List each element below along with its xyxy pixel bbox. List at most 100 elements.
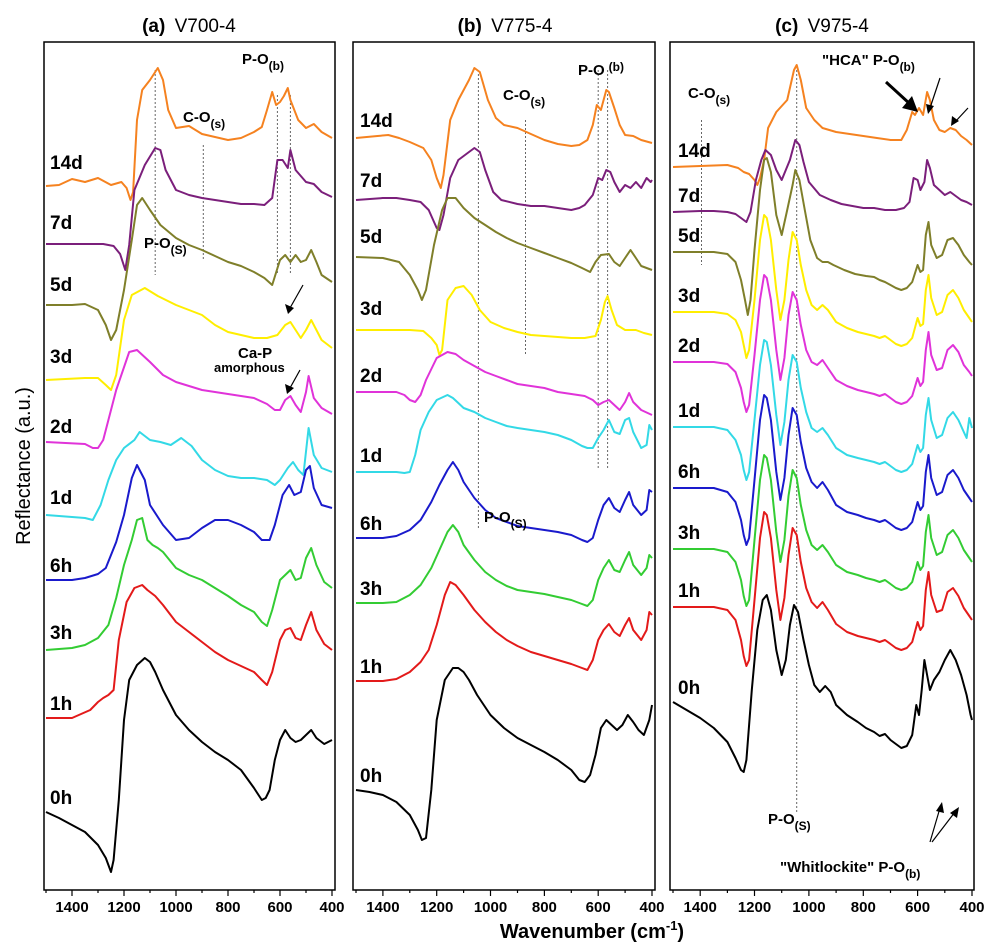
- series-label-b-7d: 7d: [360, 171, 382, 192]
- panel-a-frame: [43, 41, 336, 891]
- series-label-c-3h: 3h: [678, 523, 700, 544]
- x-tick-label-b-800: 800: [532, 899, 557, 916]
- series-label-a-3h: 3h: [50, 623, 72, 644]
- series-line-b-3h: [356, 524, 653, 607]
- series-line-b-6h: [356, 461, 653, 543]
- series-line-b-1h: [356, 581, 653, 682]
- series-label-c-5d: 5d: [678, 226, 700, 247]
- panel-b-title: (b) V775-4: [458, 16, 553, 37]
- series-line-a-6h: [46, 464, 333, 581]
- series-label-a-0h: 0h: [50, 788, 72, 809]
- annot-c-arrow-3: [954, 107, 969, 123]
- guide-lines: [154, 70, 798, 812]
- x-tick-label-b-400: 400: [639, 899, 664, 916]
- panel-b-annotations: P-O (b) C-O(s) P-O(S): [484, 60, 624, 531]
- annot-a-arrowhead-1: [285, 304, 294, 314]
- annot-a-arrow-2: [289, 369, 301, 389]
- series-line-c-1d: [673, 339, 973, 481]
- series-label-a-7d: 7d: [50, 213, 72, 234]
- series-line-a-1d: [45, 427, 333, 521]
- annot-c-arrowhead-hca: [902, 96, 918, 112]
- x-tick-label-c-1400: 1400: [684, 899, 717, 916]
- x-tick-label-c-400: 400: [959, 899, 984, 916]
- series-label-b-1h: 1h: [360, 657, 382, 678]
- panel-c-title-letter: (c): [775, 16, 798, 37]
- series-label-c-1d: 1d: [678, 401, 700, 422]
- annot-b-po-b: P-O (b): [578, 60, 624, 79]
- series-line-a-1h: [46, 584, 333, 719]
- annot-b-co: C-O(s): [503, 87, 545, 109]
- panel-c-annotations: "HCA" P-O(b) C-O(s) P-O(S) "Whitlockite"…: [688, 52, 969, 881]
- annot-c-arrowhead-2: [926, 104, 934, 114]
- panel-a-annotations: P-O(b) C-O(s) P-O(S) Ca-P amorphous: [144, 51, 304, 394]
- x-tick-label-c-800: 800: [851, 899, 876, 916]
- x-axis-label-main: Wavenumber (cm: [500, 921, 666, 943]
- annot-a-po-b: P-O(b): [242, 51, 284, 73]
- x-tick-label-a-1200: 1200: [107, 899, 140, 916]
- series-line-c-7d: [672, 139, 973, 223]
- series-line-c-2d: [673, 274, 973, 413]
- series-label-a-6h: 6h: [50, 556, 72, 577]
- x-tick-label-b-1200: 1200: [420, 899, 453, 916]
- panel-b-title-name: V775-4: [491, 16, 553, 37]
- series-label-c-7d: 7d: [678, 186, 700, 207]
- panel-c-frame: [669, 41, 975, 891]
- panel-c-title-name: V975-4: [808, 16, 870, 37]
- x-axis-label-sup: -1: [666, 918, 678, 933]
- annot-a-arrow-1: [289, 284, 304, 309]
- x-tick-label-b-600: 600: [586, 899, 611, 916]
- x-tick-label-a-1400: 1400: [55, 899, 88, 916]
- series-label-c-3d: 3d: [678, 286, 700, 307]
- series-line-b-5d: [355, 197, 653, 301]
- series-line-b-7d: [355, 147, 653, 231]
- series-label-a-3d: 3d: [50, 347, 72, 368]
- series-label-c-0h: 0h: [678, 678, 700, 699]
- x-ticks: 1400 1200 1000 800 600 400 1400 1200 1000 800 600 4…: [45, 890, 985, 916]
- series-label-c-6h: 6h: [678, 462, 700, 483]
- annot-b-pos: P-O(S): [484, 509, 527, 531]
- panel-a-title-letter: (a): [142, 16, 165, 37]
- annot-c-arrowhead-w1: [936, 802, 944, 813]
- series-line-b-14d: [355, 67, 653, 189]
- series-line-a-5d: [46, 197, 333, 341]
- annot-c-arrow-w2: [931, 811, 956, 843]
- series-label-b-3d: 3d: [360, 299, 382, 320]
- series-line-b-3d: [356, 285, 653, 356]
- series-line-b-1d: [356, 394, 653, 474]
- series-line-a-3d: [45, 287, 333, 391]
- y-axis-label: Reflectance (a.u.): [13, 387, 35, 545]
- panel-a-title: (a) V700-4: [142, 16, 236, 37]
- annot-c-arrow-w1: [929, 807, 941, 843]
- series-label-b-5d: 5d: [360, 227, 382, 248]
- series-lines: [45, 64, 973, 873]
- x-tick-label-a-800: 800: [215, 899, 240, 916]
- panel-b-title-letter: (b): [458, 16, 482, 37]
- panel-a-title-name: V700-4: [175, 16, 237, 37]
- annot-c-co: C-O(s): [688, 85, 730, 107]
- series-line-b-0h: [355, 667, 653, 841]
- series-label-c-2d: 2d: [678, 336, 700, 357]
- annot-c-hca: "HCA" P-O(b): [822, 52, 915, 74]
- series-line-a-0h: [45, 657, 333, 873]
- annot-a-amorphous: amorphous: [214, 360, 285, 375]
- series-line-c-3d: [673, 214, 973, 359]
- annot-a-co: C-O(s): [183, 109, 225, 131]
- series-label-a-1h: 1h: [50, 694, 72, 715]
- annot-c-arrowhead-3: [951, 116, 959, 126]
- annot-a-pos: P-O(S): [144, 235, 187, 257]
- annot-c-arrow-hca: [884, 80, 912, 106]
- x-tick-label-c-1200: 1200: [738, 899, 771, 916]
- series-line-a-2d: [45, 349, 333, 449]
- annot-c-arrow-2: [929, 77, 941, 109]
- x-tick-label-c-1000: 1000: [792, 899, 825, 916]
- x-tick-label-c-600: 600: [905, 899, 930, 916]
- series-line-c-0h: [672, 594, 973, 773]
- series-line-c-1h: [673, 511, 973, 667]
- x-tick-label-b-1000: 1000: [474, 899, 507, 916]
- x-tick-label-b-1400: 1400: [366, 899, 399, 916]
- series-line-c-3h: [673, 454, 973, 607]
- series-label-b-3h: 3h: [360, 579, 382, 600]
- series-label-a-2d: 2d: [50, 417, 72, 438]
- series-line-c-5d: [673, 157, 973, 316]
